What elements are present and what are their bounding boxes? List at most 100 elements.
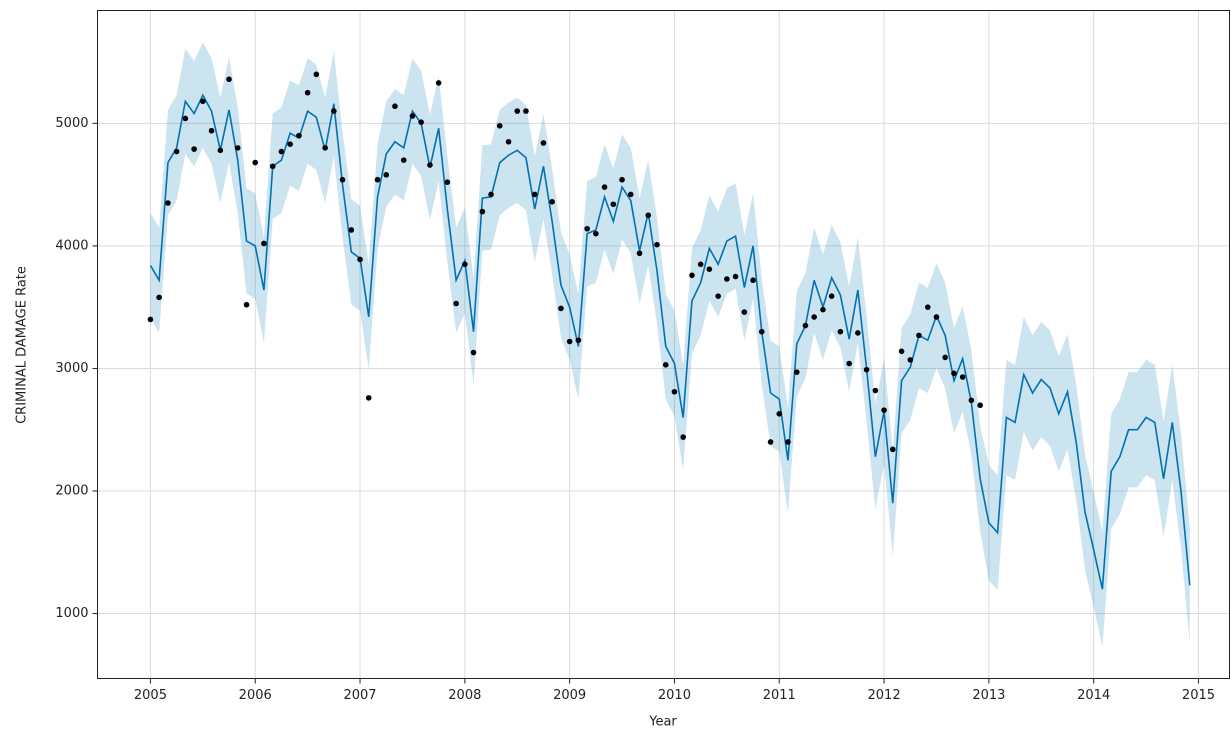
observed-point [409,113,416,119]
observed-point [226,76,232,83]
observed-point [741,309,748,315]
observed-point [383,172,390,178]
observed-point [776,410,783,417]
observed-point [793,369,800,375]
observed-point [269,163,276,170]
observed-point [348,227,355,233]
observed-point [767,439,774,445]
observed-point [147,316,154,323]
observed-point [217,147,224,154]
x-tick-label: 2008 [448,688,481,703]
observed-point [671,388,678,395]
plot-area [97,10,1230,679]
observed-point [357,256,363,263]
plot-frame [97,10,1230,679]
observed-point [898,348,905,355]
observed-point [828,293,835,299]
observed-point [505,138,512,145]
observed-point [689,272,695,279]
observed-point [453,300,459,307]
observed-point [872,387,879,394]
observed-point [593,230,599,237]
observed-point [444,179,451,185]
y-tick-label: 4000 [55,238,88,253]
forecast-line [149,93,1191,590]
observed-point [252,159,259,166]
observed-point [968,397,975,404]
observed-point [435,80,442,86]
observed-point [662,361,669,368]
observed-point [418,119,424,125]
observed-point [374,176,381,183]
observed-point [959,374,966,380]
observed-point [645,212,652,219]
observed-point [313,71,320,78]
observed-point [296,132,302,139]
observed-point [758,328,765,335]
observed-point [654,241,660,248]
x-tick-label: 2015 [1182,688,1215,703]
observed-point [619,176,625,183]
observed-point [479,208,486,215]
observed-point [200,98,206,105]
observed-point [488,191,494,198]
observed-point [173,148,180,155]
observed-point [575,337,582,344]
y-tick-label: 2000 [55,484,88,499]
x-tick-label: 2009 [553,688,586,703]
observed-point [234,145,241,151]
observed-point [462,261,468,268]
x-tick-label: 2014 [1077,688,1110,703]
x-axis-label: Year [648,715,677,730]
y-tick-label: 3000 [55,361,88,376]
observed-point [881,407,887,413]
observed-point [540,140,547,146]
x-tick-label: 2013 [972,688,1005,703]
observed-point [365,395,372,401]
observed-point [156,294,162,301]
observed-point [863,366,870,373]
observed-point [531,191,538,198]
observed-point [916,332,922,339]
observed-point [610,201,617,208]
observed-point [278,148,285,155]
observed-point [811,314,817,320]
observed-point [750,277,756,284]
observed-point [523,108,529,114]
observed-point [907,357,914,363]
observed-point [951,370,957,377]
observed-point [855,330,861,336]
x-tick-label: 2005 [134,688,167,703]
observed-point [191,146,197,152]
observed-point [243,301,250,308]
x-tick-label: 2006 [239,688,272,703]
x-tick-label: 2011 [763,688,796,703]
observed-point [392,103,398,110]
observed-point [680,434,686,440]
observed-point [636,250,643,257]
observed-point [837,328,844,335]
observed-point [514,108,521,114]
observed-point [322,145,328,151]
y-tick-label: 1000 [55,606,88,621]
observed-point [566,338,573,345]
observed-point [706,266,713,272]
observed-point [287,141,293,147]
observed-point [165,200,171,206]
observed-point [697,261,704,268]
observed-point [724,276,730,282]
observed-point [331,108,337,114]
observed-point [820,306,826,313]
observed-point [715,293,721,299]
observed-point [558,305,564,312]
x-tick-label: 2010 [658,688,691,703]
x-tick-label: 2007 [343,688,376,703]
observed-point [601,184,608,190]
observed-point [304,89,311,96]
observed-point [977,402,983,409]
observed-point [470,349,477,356]
observed-point [802,322,809,329]
observed-point [732,273,739,280]
observed-point [427,162,433,168]
